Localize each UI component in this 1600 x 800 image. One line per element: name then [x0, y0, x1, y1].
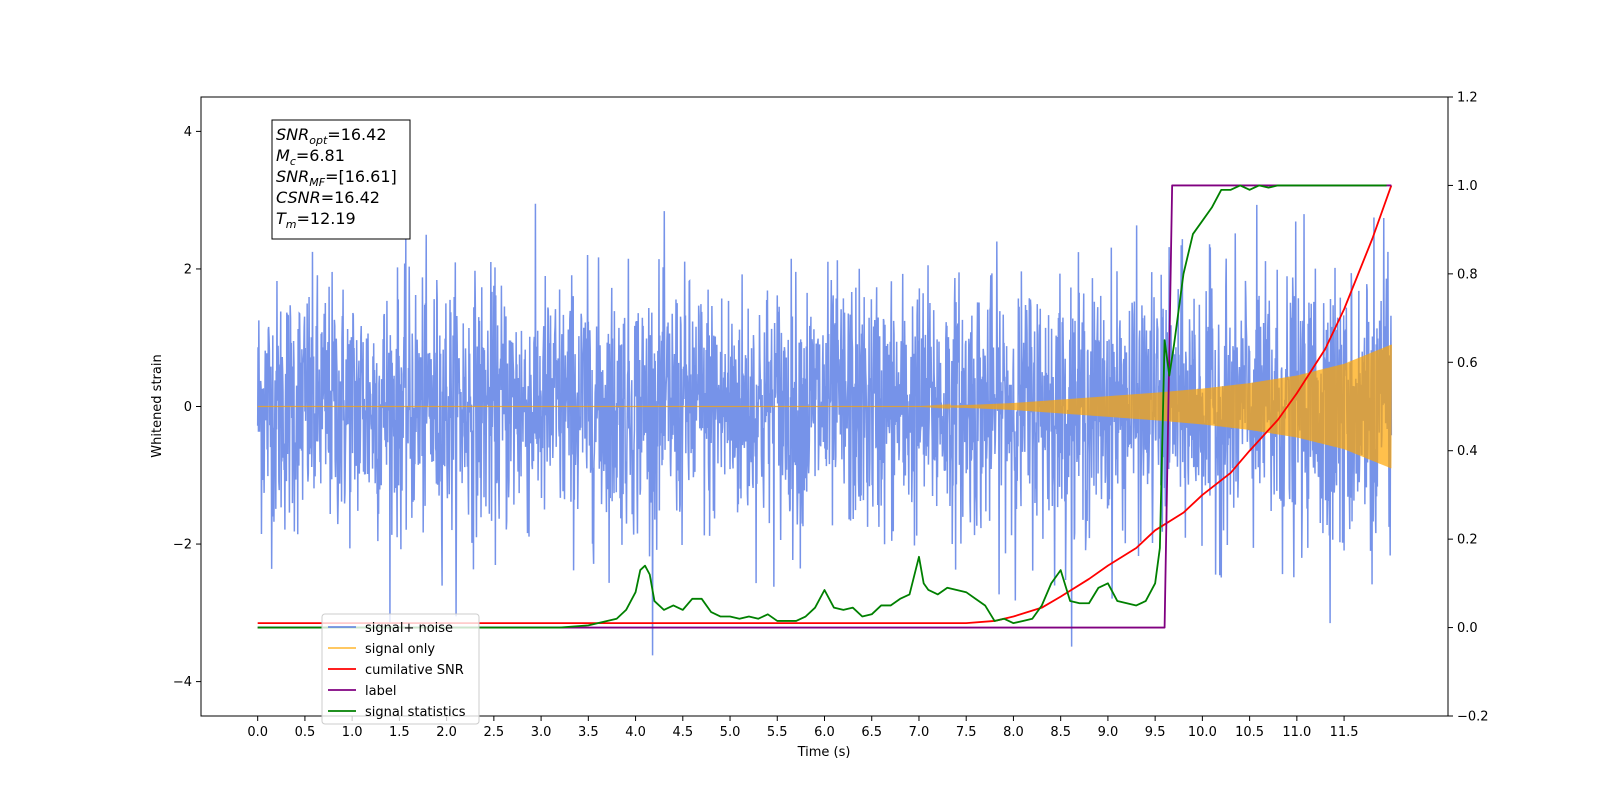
x-tick-label: 1.5 [389, 725, 410, 740]
y-axis-right: −0.2 0.0 0.2 0.4 0.6 0.8 1.0 1.2 [1448, 91, 1489, 725]
y2-tick-label: −0.2 [1457, 710, 1489, 725]
series-cumulative-snr [257, 185, 1393, 625]
info-line: Tm=12.19 [276, 209, 356, 231]
y-tick-label: −2 [173, 538, 192, 553]
legend-label: signal statistics [365, 705, 466, 720]
y2-tick-label: 0.6 [1457, 356, 1478, 371]
series-signal-noise [256, 203, 1393, 656]
legend: signal+ noise signal only cumilative SNR la… [321, 613, 480, 725]
y-tick-label: −4 [173, 675, 192, 690]
legend-label: label [365, 684, 396, 699]
y-tick-label: 2 [184, 262, 192, 277]
x-tick-label: 3.5 [578, 725, 599, 740]
y-axis-left: −4 −2 0 2 4 [173, 125, 201, 690]
info-line: CSNR=16.42 [276, 188, 380, 207]
y2-tick-label: 0.0 [1457, 621, 1478, 636]
y2-tick-label: 1.2 [1457, 91, 1478, 106]
x-tick-label: 6.0 [814, 725, 835, 740]
x-tick-label: 5.0 [720, 725, 741, 740]
x-tick-label: 4.0 [625, 725, 646, 740]
y2-tick-label: 1.0 [1457, 179, 1478, 194]
y-tick-label: 4 [184, 125, 192, 140]
y2-tick-label: 0.4 [1457, 444, 1478, 459]
info-line: SNRMF=[16.61] [276, 167, 397, 189]
info-box: SNRopt=16.42Mc=6.81SNRMF=[16.61]CSNR=16.… [271, 119, 411, 240]
x-tick-label: 2.5 [484, 725, 505, 740]
info-line: SNRopt=16.42 [276, 125, 387, 147]
x-tick-label: 7.0 [909, 725, 930, 740]
x-tick-label: 2.0 [436, 725, 457, 740]
y-axis-label: Whitened strain [150, 354, 165, 457]
x-tick-label: 10.5 [1235, 725, 1264, 740]
y-tick-label: 0 [184, 400, 192, 415]
info-box-frame [271, 119, 411, 240]
y2-tick-label: 0.8 [1457, 267, 1478, 282]
y2-tick-label: 0.2 [1457, 533, 1478, 548]
series-signal-only [257, 344, 1392, 469]
x-tick-label: 9.0 [1098, 725, 1119, 740]
x-tick-label: 5.5 [767, 725, 788, 740]
legend-label: cumilative SNR [365, 663, 464, 678]
legend-label: signal+ noise [365, 621, 453, 636]
x-tick-label: 1.0 [342, 725, 363, 740]
x-tick-label: 0.0 [247, 725, 268, 740]
legend-frame [321, 613, 480, 725]
series-layer [256, 184, 1393, 656]
x-axis: 0.0 0.5 1.0 1.5 2.0 2.5 3.0 3.5 4.0 4.5 5.0 5.5 6.0 6… [247, 716, 1359, 740]
x-tick-label: 0.5 [295, 725, 316, 740]
x-tick-label: 10.0 [1188, 725, 1217, 740]
x-tick-label: 3.0 [531, 725, 552, 740]
x-tick-label: 7.5 [956, 725, 977, 740]
x-axis-label: Time (s) [797, 745, 851, 760]
x-tick-label: 11.0 [1282, 725, 1311, 740]
x-tick-label: 8.0 [1003, 725, 1024, 740]
x-tick-label: 9.5 [1145, 725, 1166, 740]
x-tick-label: 6.5 [861, 725, 882, 740]
x-tick-label: 8.5 [1050, 725, 1071, 740]
x-tick-label: 4.5 [672, 725, 693, 740]
x-tick-label: 11.5 [1330, 725, 1359, 740]
info-line: Mc=6.81 [276, 146, 345, 168]
series-signal-statistics [257, 184, 1387, 629]
legend-label: signal only [365, 642, 435, 657]
